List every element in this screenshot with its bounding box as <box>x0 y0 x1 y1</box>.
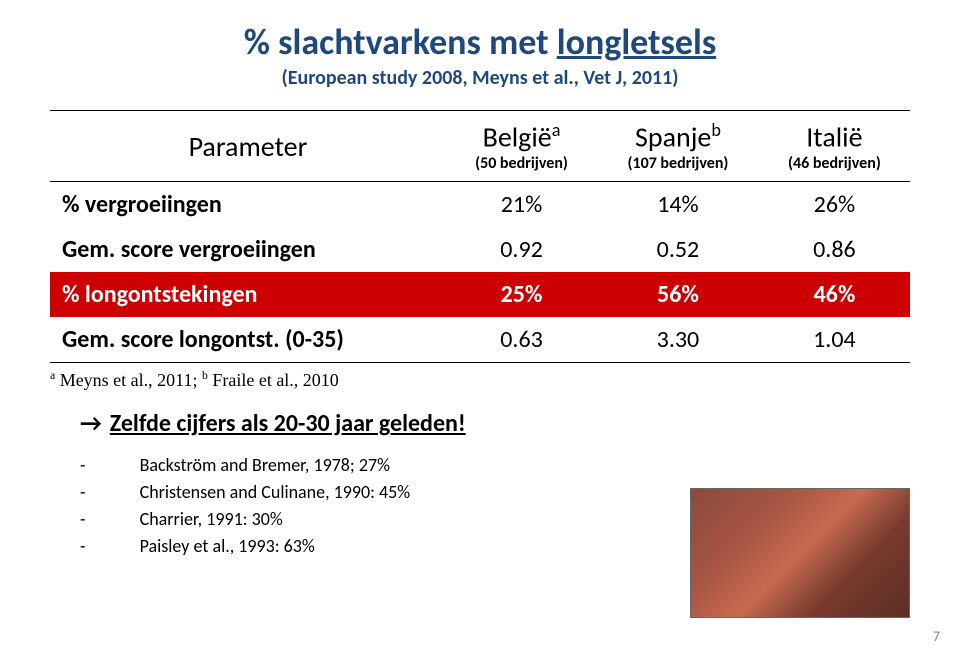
table-row: % vergroeiingen21%14%26% <box>50 182 910 228</box>
table-row: Gem. score longontst. (0-35)0.633.301.04 <box>50 317 910 363</box>
country-header-1: Spanjeb (107 bedrijven) <box>597 111 759 182</box>
row-label: % vergroeiingen <box>50 182 446 228</box>
row-value: 0.92 <box>446 227 597 272</box>
param-header: Parameter <box>50 111 446 182</box>
country-header-2: Italië (46 bedrijven) <box>759 111 910 182</box>
title-underlined: longletsels <box>557 20 716 64</box>
row-value: 1.04 <box>759 317 910 363</box>
row-value: 0.63 <box>446 317 597 363</box>
row-value: 25% <box>446 272 597 317</box>
table-header-row: Parameter Belgiëa (50 bedrijven) Spanjeb… <box>50 111 910 182</box>
row-value: 3.30 <box>597 317 759 363</box>
conclusion-line: → Zelfde cijfers als 20-30 jaar geleden! <box>80 409 910 438</box>
page-number: 7 <box>933 628 940 645</box>
data-table: Parameter Belgiëa (50 bedrijven) Spanjeb… <box>50 110 910 363</box>
row-label: % longontstekingen <box>50 272 446 317</box>
row-value: 56% <box>597 272 759 317</box>
arrow-icon: → <box>80 409 102 438</box>
slide-subtitle: (European study 2008, Meyns et al., Vet … <box>50 66 910 90</box>
row-label: Gem. score longontst. (0-35) <box>50 317 446 363</box>
lung-lesion-image <box>690 488 910 618</box>
table-row: % longontstekingen25%56%46% <box>50 272 910 317</box>
row-label: Gem. score vergroeiingen <box>50 227 446 272</box>
title-prefix: % slachtvarkens met <box>244 20 557 64</box>
reference-item: Backström and Bremer, 1978; 27% <box>110 452 910 479</box>
table-row: Gem. score vergroeiingen0.920.520.86 <box>50 227 910 272</box>
row-value: 26% <box>759 182 910 228</box>
slide-title: % slachtvarkens met longletsels <box>50 20 910 64</box>
row-value: 21% <box>446 182 597 228</box>
row-value: 0.86 <box>759 227 910 272</box>
row-value: 14% <box>597 182 759 228</box>
row-value: 46% <box>759 272 910 317</box>
country-header-0: Belgiëa (50 bedrijven) <box>446 111 597 182</box>
footnote: a Meyns et al., 2011; b Fraile et al., 2… <box>50 369 910 391</box>
conclusion-text: Zelfde cijfers als 20-30 jaar geleden! <box>110 409 466 438</box>
row-value: 0.52 <box>597 227 759 272</box>
